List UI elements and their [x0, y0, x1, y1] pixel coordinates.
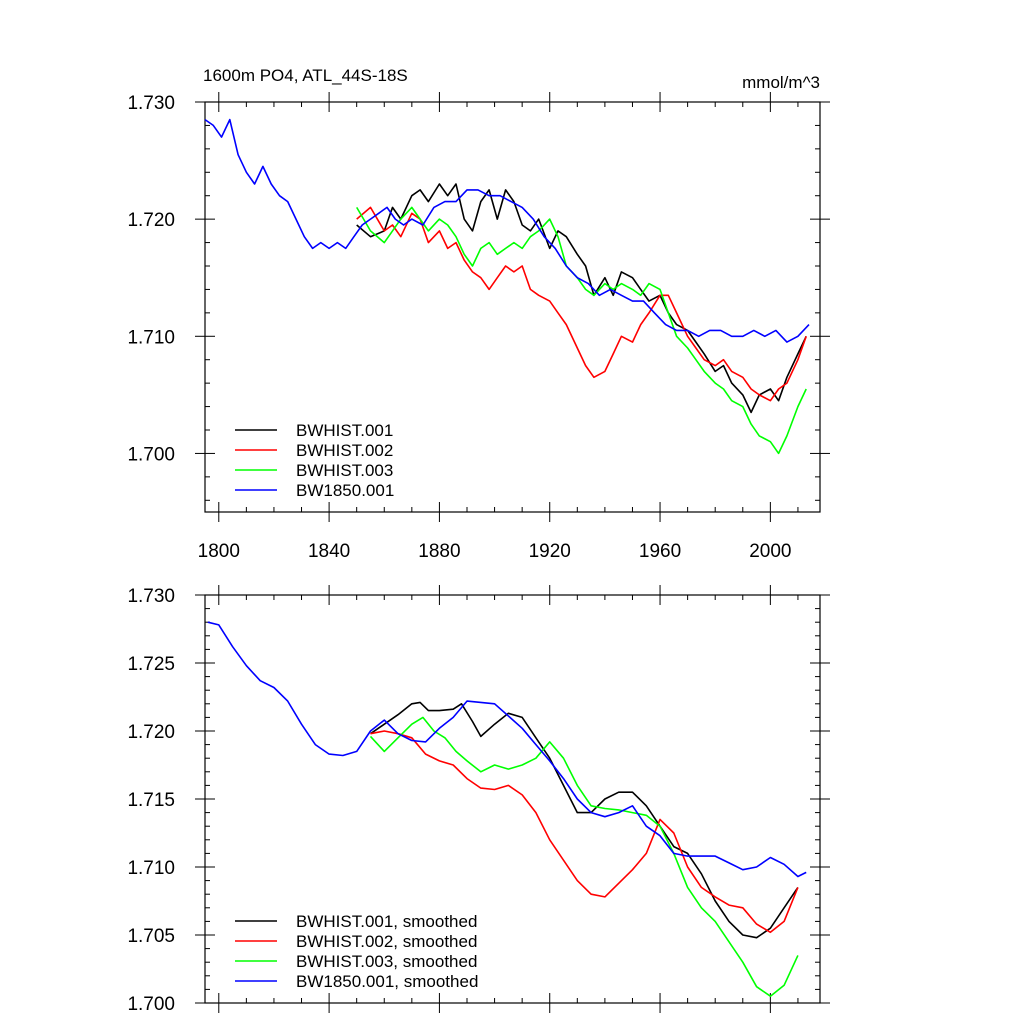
- series-line-2: [356, 206, 807, 402]
- y-tick-label: 1.730: [127, 586, 175, 607]
- series-line-2: [370, 730, 799, 934]
- y-tick-label: 1.715: [127, 790, 175, 811]
- x-tick-label: 1880: [418, 541, 460, 562]
- series-line-3: [369, 716, 799, 997]
- legend-label: BWHIST.002: [296, 441, 393, 460]
- chart-title: 1600m PO4, ATL_44S-18S: [203, 66, 408, 85]
- x-tick-label: 1920: [529, 541, 571, 562]
- top-panel: 1600m PO4, ATL_44S-18S mmol/m^3 1800 1840…: [127, 66, 830, 562]
- legend-label: BWHIST.003: [296, 461, 393, 480]
- legend-label: BWHIST.002, smoothed: [296, 932, 477, 951]
- y-tick-label: 1.720: [127, 210, 175, 231]
- legend-label: BW1850.001: [296, 481, 394, 500]
- legend-label: BW1850.001, smoothed: [296, 972, 478, 991]
- series-line-1: [356, 183, 807, 414]
- x-tick-label: 1840: [308, 541, 350, 562]
- legend-label: BWHIST.003, smoothed: [296, 952, 477, 971]
- series-line-4: [207, 621, 807, 878]
- y-tick-label: 1.700: [127, 994, 175, 1015]
- y-tick-label: 1.705: [127, 926, 175, 947]
- x-tick-label: 1800: [198, 541, 240, 562]
- bottom-panel: 1.700 1.705 1.710 1.715 1.720 1.725 1.730 BWHIS…: [127, 585, 830, 1015]
- y-tick-label: 1.725: [127, 654, 175, 675]
- x-tick-label: 2000: [749, 541, 791, 562]
- plot-frame: [204, 101, 821, 513]
- series-line-1: [370, 701, 799, 939]
- series-line-3: [356, 206, 807, 455]
- legend-label: BWHIST.001, smoothed: [296, 912, 477, 931]
- units-label: mmol/m^3: [742, 73, 820, 92]
- y-tick-label: 1.710: [127, 858, 175, 879]
- y-tick-label: 1.730: [127, 93, 175, 114]
- series-line-4: [204, 118, 810, 343]
- legend-label: BWHIST.001: [296, 421, 393, 440]
- y-tick-label: 1.700: [127, 444, 175, 465]
- x-tick-label: 1960: [639, 541, 681, 562]
- y-tick-label: 1.710: [127, 327, 175, 348]
- y-tick-label: 1.720: [127, 722, 175, 743]
